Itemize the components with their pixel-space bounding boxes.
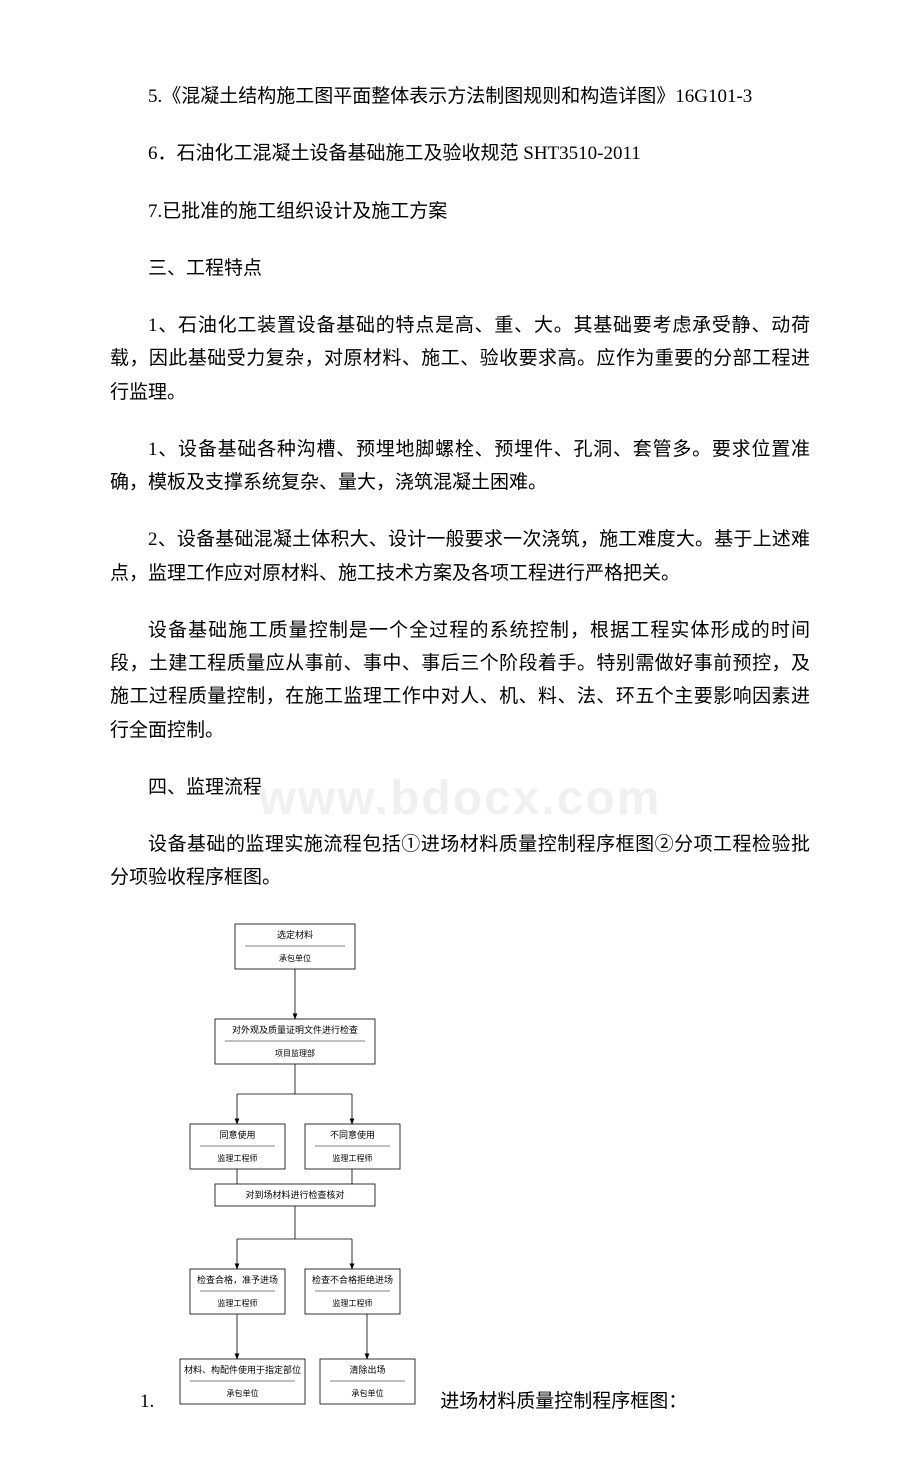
flow-node-n6a: 材料、构配件使用于指定部位承包单位	[180, 1359, 305, 1404]
svg-text:监理工程师: 监理工程师	[218, 1298, 258, 1308]
svg-text:项目监理部: 项目监理部	[275, 1048, 315, 1058]
flow-node-n2: 对外观及质量证明文件进行检查项目监理部	[215, 1019, 375, 1064]
paragraph-flow-intro: 设备基础的监理实施流程包括①进场材料质量控制程序框图②分项工程检验批分项验收程序…	[110, 828, 810, 895]
flow-node-n3a: 同意使用监理工程师	[190, 1124, 285, 1169]
flowchart-container: 1. 选定材料承包单位对外观及质量证明文件进行检查项目监理部同意使用监理工程师不…	[140, 919, 810, 1419]
svg-text:监理工程师: 监理工程师	[218, 1153, 258, 1163]
paragraph-char-4: 设备基础施工质量控制是一个全过程的系统控制，根据工程实体形成的时间段，土建工程质…	[110, 614, 810, 747]
flow-node-n1: 选定材料承包单位	[235, 924, 355, 969]
heading-characteristics: 三、工程特点	[110, 252, 810, 285]
paragraph-char-1: 1、石油化工装置设备基础的特点是高、重、大。其基础要考虑承受静、动荷载，因此基础…	[110, 309, 810, 409]
svg-text:清除出场: 清除出场	[350, 1364, 386, 1375]
flow-node-n6b: 清除出场承包单位	[320, 1359, 415, 1404]
svg-text:不同意使用: 不同意使用	[330, 1129, 375, 1140]
flow-node-n3b: 不同意使用监理工程师	[305, 1124, 400, 1169]
svg-text:检查不合格拒绝进场: 检查不合格拒绝进场	[312, 1274, 393, 1285]
flow-node-n5a: 检查合格，准予进场监理工程师	[190, 1269, 285, 1314]
flowchart-number: 1.	[140, 1391, 154, 1413]
flow-node-n4: 对到场材料进行检查核对	[215, 1184, 375, 1206]
flow-node-n5b: 检查不合格拒绝进场监理工程师	[305, 1269, 400, 1314]
paragraph-char-2: 1、设备基础各种沟槽、预埋地脚螺栓、预埋件、孔洞、套管多。要求位置准确，模板及支…	[110, 433, 810, 500]
svg-text:监理工程师: 监理工程师	[333, 1153, 373, 1163]
svg-text:监理工程师: 监理工程师	[333, 1298, 373, 1308]
svg-text:对外观及质量证明文件进行检查: 对外观及质量证明文件进行检查	[232, 1024, 358, 1035]
svg-text:对到场材料进行检查核对: 对到场材料进行检查核对	[246, 1189, 345, 1200]
svg-text:承包单位: 承包单位	[279, 953, 311, 963]
paragraph-item-5: 5.《混凝土结构施工图平面整体表示方法制图规则和构造详图》16G101-3	[110, 80, 810, 113]
svg-text:同意使用: 同意使用	[220, 1129, 256, 1140]
flowchart-diagram: 选定材料承包单位对外观及质量证明文件进行检查项目监理部同意使用监理工程师不同意使…	[160, 919, 430, 1419]
flowchart-caption: 进场材料质量控制程序框图：	[440, 1386, 687, 1413]
paragraph-item-7: 7.已批准的施工组织设计及施工方案	[110, 195, 810, 228]
svg-text:承包单位: 承包单位	[352, 1388, 384, 1398]
paragraph-char-3: 2、设备基础混凝土体积大、设计一般要求一次浇筑，施工难度大。基于上述难点，监理工…	[110, 523, 810, 590]
heading-supervision-flow: 四、监理流程	[110, 771, 810, 804]
svg-text:检查合格，准予进场: 检查合格，准予进场	[197, 1274, 278, 1285]
svg-text:材料、构配件使用于指定部位: 材料、构配件使用于指定部位	[184, 1364, 301, 1375]
paragraph-item-6: 6．石油化工混凝土设备基础施工及验收规范 SHT3510-2011	[110, 137, 810, 170]
svg-text:选定材料: 选定材料	[277, 929, 313, 940]
svg-text:承包单位: 承包单位	[227, 1388, 259, 1398]
